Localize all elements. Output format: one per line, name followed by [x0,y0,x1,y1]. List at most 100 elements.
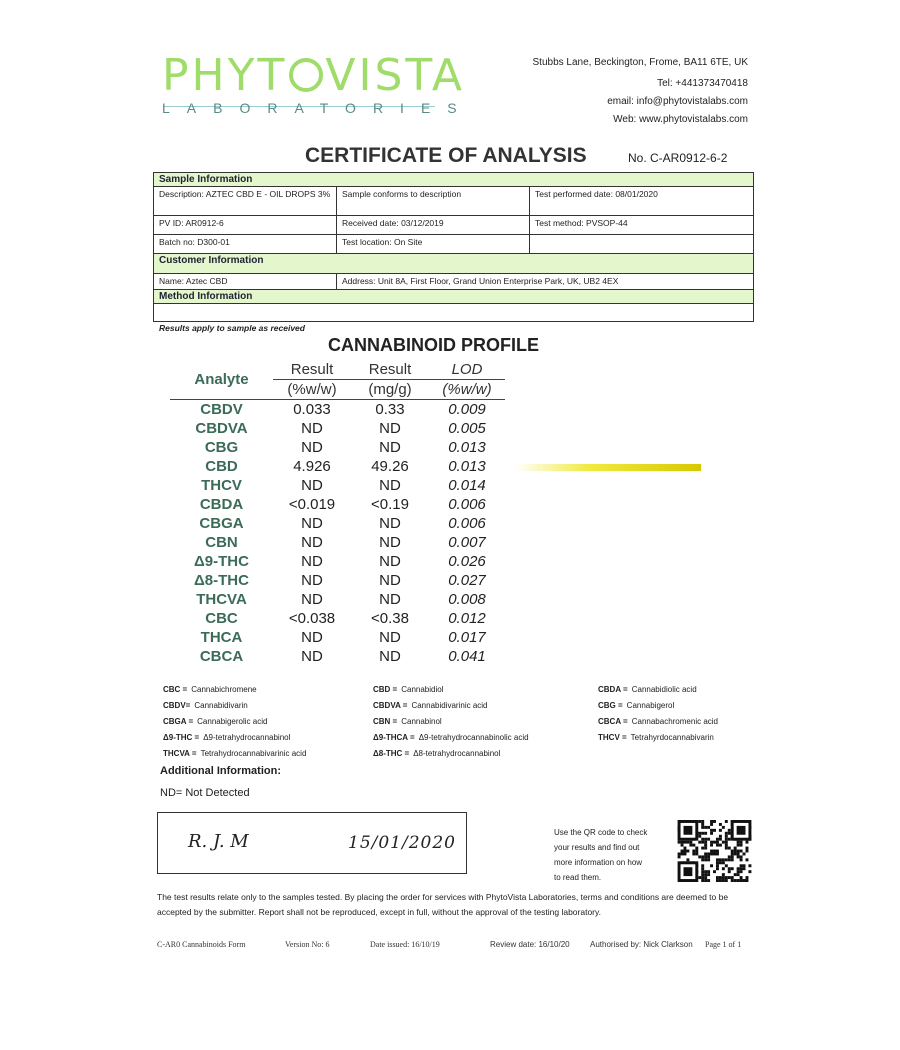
analyte-cell: CBCA [199,648,244,665]
footer-page: Page 1 of 1 [705,940,742,949]
page-title: CERTIFICATE OF ANALYSIS [305,144,587,167]
abbreviation-value: Cannabidivarin [194,701,248,710]
abbreviation-item: Δ8-THC = Δ8-tetrahydrocannabinol [373,746,529,762]
signature-box: R. J. M 15/01/2020 [157,812,467,874]
customer-address: Address: Unit 8A, First Floor, Grand Uni… [336,273,754,290]
cannabinoid-table: Analyte Result Result LOD (%w/w) (mg/g) … [170,360,505,666]
analyte-cell: THCVA [196,591,247,608]
abbreviation-key: CBDV= [163,701,191,710]
table-row: CBDA <0.019 <0.19 0.006 [170,495,505,514]
lod-cell: 0.007 [448,534,486,551]
qr-instructions: Use the QR code to check your results an… [554,825,647,885]
results-note: Results apply to sample as received [159,323,305,333]
profile-title: CANNABINOID PROFILE [328,335,539,355]
result-mg-cell: ND [379,629,401,646]
lod-cell: 0.026 [448,553,486,570]
lod-cell: 0.012 [448,610,486,627]
table-row: CBG ND ND 0.013 [170,438,505,457]
section-method-info: Method Information [153,289,754,304]
abbreviation-item: Δ9-THC = Δ9-tetrahydrocannabinol [163,730,306,746]
footer-review: Review date: 16/10/20 [490,940,570,949]
table-row: Δ9-THC ND ND 0.026 [170,552,505,571]
abbreviation-item: CBGA = Cannabigerolic acid [163,714,306,730]
result-mg-cell: ND [379,534,401,551]
table-row: CBC <0.038 <0.38 0.012 [170,609,505,628]
abbreviation-value: Cannabinol [401,717,442,726]
highlight-bar [515,464,701,471]
table-row: CBD 4.926 49.26 0.013 [170,457,505,476]
table-row: CBGA ND ND 0.006 [170,514,505,533]
logo-subtext: LABORATORIES [162,100,474,116]
abbreviation-value: Cannabidiolic acid [631,685,697,694]
nd-note: ND= Not Detected [160,787,250,799]
footer-form: C-AR0 Cannabinoids Form [157,940,246,949]
section-sample-info: Sample Information [153,172,754,187]
abbreviation-key: Δ9-THC = [163,733,200,742]
result-pct-cell: ND [301,553,323,570]
abbreviation-key: CBG = [598,701,623,710]
table-row: THCVA ND ND 0.008 [170,590,505,609]
logo-divider [163,106,435,107]
lod-cell: 0.006 [448,496,486,513]
method-info-body [153,303,754,322]
abbreviation-key: CBD = [373,685,398,694]
lab-email: email: info@phytovistalabs.com [607,96,748,107]
abbreviation-key: CBC = [163,685,188,694]
abbreviation-item: CBDV= Cannabidivarin [163,698,306,714]
lod-cell: 0.027 [448,572,486,589]
abbreviation-value: Δ9-tetrahydrocannabinolic acid [418,733,529,742]
analyte-cell: CBDV [200,401,243,418]
signature-date: 15/01/2020 [348,833,456,853]
lab-tel: Tel: +441373470418 [657,78,748,89]
result-mg-cell: ND [379,553,401,570]
footer-version: Version No: 6 [285,940,330,949]
certificate-number: No. C-AR0912-6-2 [628,151,728,165]
abbreviation-key: Δ9-THCA = [373,733,415,742]
qr-text-line: Use the QR code to check [554,828,648,837]
abbreviation-item: CBDVA = Cannabidivarinic acid [373,698,529,714]
empty-cell [529,234,754,254]
abbreviation-item: THCV = Tetrahyrdocannabivarin [598,730,718,746]
header-result-mg: Result [368,361,412,378]
qr-code-icon[interactable] [677,820,752,882]
header-unit-pct: (%w/w) [287,381,337,398]
abbreviation-value: Cannabigerolic acid [197,717,268,726]
result-pct-cell: ND [301,420,323,437]
analyte-cell: Δ8-THC [194,572,249,589]
qr-text-line: your results and find out [554,843,640,852]
lod-cell: 0.017 [448,629,486,646]
abbreviation-key: THCV = [598,733,627,742]
result-mg-cell: ND [379,420,401,437]
result-mg-cell: ND [379,439,401,456]
result-pct-cell: ND [301,515,323,532]
analyte-cell: THCV [201,477,242,494]
abbreviation-value: Cannabichromene [191,685,257,694]
abbreviation-key: CBGA = [163,717,194,726]
abbreviation-value: Cannabachromenic acid [631,717,718,726]
table-row: CBDVA ND ND 0.005 [170,419,505,438]
additional-info-heading: Additional Information: [160,765,281,777]
lod-cell: 0.008 [448,591,486,608]
pv-id: PV ID: AR0912-6 [153,215,337,235]
table-row: CBN ND ND 0.007 [170,533,505,552]
result-mg-cell: <0.38 [371,610,409,627]
lod-cell: 0.005 [448,420,486,437]
abbreviation-value: Δ8-tetrahydrocannabinol [413,749,501,758]
batch-no: Batch no: D300-01 [153,234,337,254]
result-pct-cell: ND [301,572,323,589]
analyte-cell: CBDVA [195,420,248,437]
qr-text-line: to read them. [554,873,602,882]
lod-cell: 0.006 [448,515,486,532]
result-pct-cell: ND [301,648,323,665]
lod-cell: 0.041 [448,648,486,665]
received-date: Received date: 03/12/2019 [336,215,530,235]
abbreviation-value: Cannabidivarinic acid [411,701,488,710]
result-pct-cell: ND [301,477,323,494]
abbreviations-col-1: CBC = Cannabichromene CBDV= Cannabidivarin C… [163,682,306,762]
lod-cell: 0.013 [448,439,486,456]
lod-cell: 0.009 [448,401,486,418]
abbreviation-value: Tetrahydrocannabivarinic acid [200,749,307,758]
lab-web: Web: www.phytovistalabs.com [613,114,748,125]
analyte-cell: Δ9-THC [194,553,249,570]
section-customer-info: Customer Information [153,253,754,274]
